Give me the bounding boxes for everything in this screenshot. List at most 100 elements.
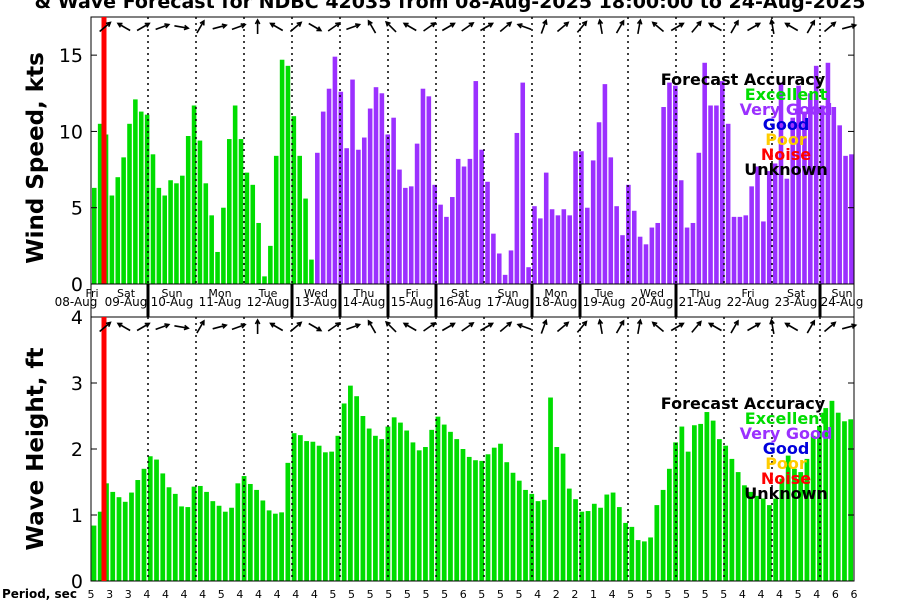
direction-arrow-head <box>254 18 261 25</box>
night-marker <box>386 284 390 317</box>
date-label: 20-Aug <box>631 295 674 309</box>
direction-arrow <box>517 23 532 31</box>
direction-arrow <box>499 321 512 333</box>
direction-arrow-head <box>468 22 475 28</box>
direction-arrow-head <box>269 322 276 328</box>
direction-arrow-head <box>296 321 303 327</box>
wave-bar <box>379 439 385 581</box>
wave-bar <box>629 526 635 581</box>
wind-bar <box>708 105 713 285</box>
direction-arrow <box>785 22 799 32</box>
wind-bar <box>749 186 754 284</box>
wave-bar <box>654 505 660 581</box>
wave-bar <box>210 501 216 581</box>
direction-arrow-head <box>430 322 437 328</box>
date-label: 22-Aug <box>727 295 770 309</box>
wave-bar <box>310 441 316 581</box>
date-label: 12-Aug <box>247 295 290 309</box>
direction-arrow <box>480 322 493 332</box>
wave-bar <box>523 489 528 581</box>
wave-bar <box>291 433 297 581</box>
direction-arrow <box>231 323 246 331</box>
direction-arrow-head <box>116 22 123 28</box>
period-value: 5 <box>664 588 671 600</box>
wind-bar <box>361 137 367 284</box>
direction-arrow-head <box>506 321 513 327</box>
direction-arrow <box>652 21 665 33</box>
direction-arrow-head <box>784 22 791 28</box>
wave-bar <box>323 452 328 581</box>
direction-arrow <box>155 323 170 331</box>
wave-bar <box>91 525 97 581</box>
wind-bar <box>279 59 285 284</box>
direction-arrow-head <box>542 318 548 325</box>
direction-arrow-head <box>221 23 228 29</box>
date-label: 17-Aug <box>487 295 530 309</box>
direction-arrow-head <box>851 323 858 329</box>
wave-bar <box>197 485 203 581</box>
direction-arrow-head <box>144 322 151 328</box>
wave-bar <box>460 449 466 581</box>
wave-bar <box>247 483 253 581</box>
day-name-label: Wed <box>640 287 664 300</box>
wind-bar <box>426 96 432 284</box>
wave-bar <box>560 453 566 581</box>
direction-arrow-head <box>164 323 171 329</box>
direction-arrow <box>367 320 377 334</box>
wind-bar <box>144 114 150 284</box>
direction-arrow-head <box>468 322 475 328</box>
direction-arrow <box>289 21 302 33</box>
direction-arrow <box>196 20 205 34</box>
wind-bar <box>356 149 361 284</box>
wind-bar <box>843 155 848 284</box>
night-marker <box>434 284 438 317</box>
wave-bar <box>729 458 735 581</box>
wind-bar <box>684 227 690 284</box>
direction-arrow-head <box>221 323 228 329</box>
wave-bar <box>804 458 810 581</box>
wind-bar <box>309 259 314 284</box>
period-value: 1 <box>590 588 597 600</box>
direction-arrow-head <box>335 322 342 328</box>
direction-arrow-head <box>563 21 570 27</box>
wind-bar <box>778 82 784 284</box>
direction-arrow <box>441 322 455 332</box>
wave-bar <box>235 483 241 581</box>
legend-item: Good <box>763 439 810 458</box>
wind-bar <box>737 216 743 284</box>
wave-bar <box>610 492 616 581</box>
direction-arrow-head <box>597 318 604 325</box>
direction-arrow-head <box>810 319 816 326</box>
wave-bar <box>704 412 710 581</box>
period-value: 4 <box>143 588 150 600</box>
direction-arrow-head <box>636 18 643 25</box>
direction-arrow <box>770 19 775 35</box>
wave-bar <box>122 501 128 581</box>
wind-bar <box>379 93 385 285</box>
wind-bar <box>514 132 520 284</box>
date-label: 08-Aug <box>55 295 98 309</box>
wave-bar <box>416 450 422 581</box>
direction-arrow-head <box>542 18 548 25</box>
wind-bar <box>585 207 590 284</box>
wave-bar <box>604 494 610 581</box>
direction-arrow-head <box>810 19 816 26</box>
wave-bar <box>798 472 804 581</box>
direction-arrow-head <box>506 21 513 27</box>
period-value: 5 <box>478 588 485 600</box>
wave-bar <box>666 468 672 581</box>
wind-bar <box>526 267 531 284</box>
direction-arrow <box>346 323 360 331</box>
period-value: 4 <box>255 588 262 600</box>
direction-arrow <box>747 22 761 32</box>
wave-bar <box>166 487 172 581</box>
direction-arrow <box>841 24 856 30</box>
wind-bar <box>790 117 796 284</box>
wave-bar <box>529 493 535 581</box>
wave-bar <box>660 489 666 581</box>
wave-bar <box>548 397 553 581</box>
wave-bar <box>135 480 141 581</box>
date-label: 15-Aug <box>391 295 434 309</box>
direction-arrow <box>367 20 377 34</box>
